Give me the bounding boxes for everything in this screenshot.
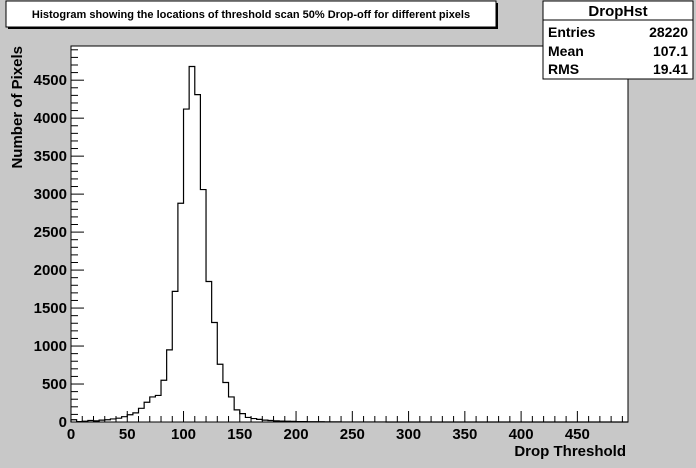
stats-entries-value: 28220 [649, 24, 688, 40]
x-tick-label: 400 [509, 426, 534, 443]
y-tick-label: 4500 [34, 72, 67, 89]
y-tick-label: 500 [42, 376, 67, 393]
x-tick-label: 300 [396, 426, 421, 443]
title-box: Histogram showing the locations of thres… [5, 0, 498, 29]
x-tick-label: 0 [67, 426, 75, 443]
y-axis-title: Number of Pixels [9, 46, 26, 169]
x-tick-label: 50 [119, 426, 136, 443]
y-tick-label: 4000 [34, 110, 67, 127]
x-axis: 0 50 100 150 200 250 300 350 400 450 [67, 411, 623, 443]
y-tick-label: 2500 [34, 224, 67, 241]
stats-box: DropHst Entries 28220 Mean 107.1 RMS 19.… [542, 0, 694, 80]
x-tick-label: 450 [565, 426, 590, 443]
y-tick-label: 1500 [34, 300, 67, 317]
chart-title: Histogram showing the locations of thres… [32, 9, 470, 21]
y-axis: 0 500 1000 1500 2000 2500 3000 3500 4000 4500 [34, 49, 84, 431]
x-tick-label: 250 [340, 426, 365, 443]
plot-area [70, 45, 629, 423]
stats-mean-value: 107.1 [653, 43, 688, 59]
stats-mean-label: Mean [548, 43, 584, 59]
stats-rms-value: 19.41 [653, 61, 688, 77]
x-tick-label: 200 [284, 426, 309, 443]
stats-title: DropHst [588, 3, 647, 20]
x-tick-label: 150 [227, 426, 252, 443]
y-tick-label: 1000 [34, 338, 67, 355]
stats-rms-label: RMS [548, 61, 579, 77]
y-tick-label: 3000 [34, 186, 67, 203]
x-tick-label: 100 [171, 426, 196, 443]
x-axis-title: Drop Threshold [514, 443, 626, 460]
stats-entries-label: Entries [548, 24, 596, 40]
y-tick-label: 3500 [34, 148, 67, 165]
x-tick-label: 350 [452, 426, 477, 443]
y-tick-label: 2000 [34, 262, 67, 279]
y-tick-label: 0 [59, 414, 67, 431]
